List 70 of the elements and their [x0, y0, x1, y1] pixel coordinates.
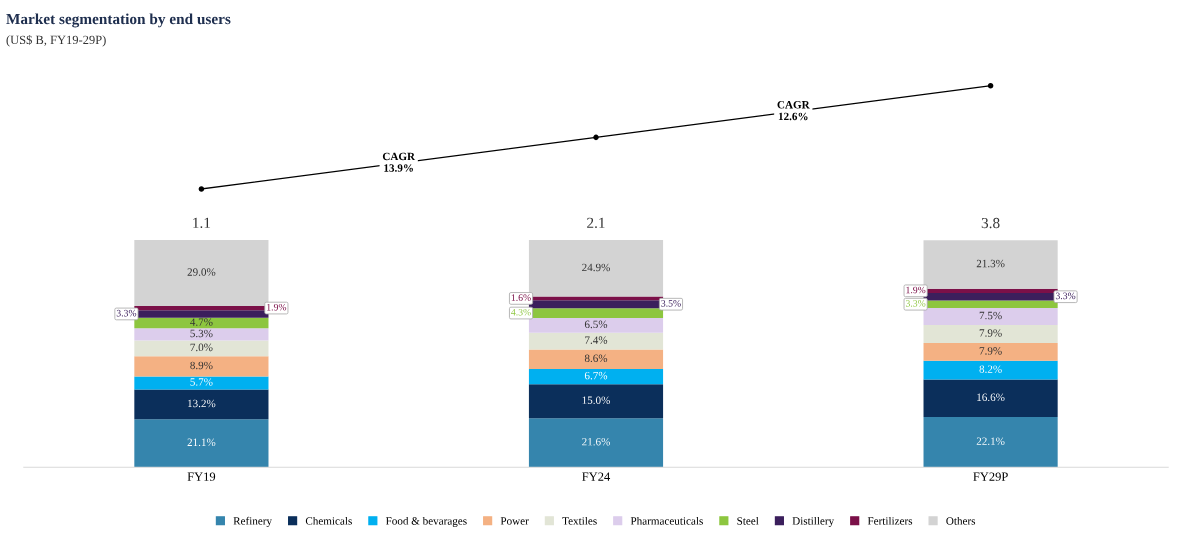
bar — [528, 384, 664, 419]
legend-label: Others — [946, 516, 976, 525]
bar — [923, 417, 1058, 468]
data-label: 21.6% — [582, 437, 610, 446]
data-label: 21.3% — [976, 259, 1005, 268]
data-label: 7.9% — [979, 329, 1002, 337]
bar — [923, 324, 1058, 343]
data-label: 6.7% — [584, 371, 608, 380]
text: CAGR 12.6% — [777, 101, 810, 121]
data-label: 24.9% — [582, 263, 610, 272]
data-label: 7.5% — [979, 311, 1002, 320]
data-label: 1.9% — [906, 286, 926, 294]
data-label: 3.5% — [661, 300, 681, 307]
data-label: 8.6% — [584, 354, 608, 363]
data-label: 7.9% — [979, 347, 1002, 355]
data-label: 7.0% — [190, 343, 213, 352]
text: CAGR 13.9% — [382, 152, 416, 172]
data-label: 1.9% — [267, 303, 287, 311]
x-tick-label: FY29P — [973, 472, 1008, 481]
bar — [134, 376, 269, 390]
bar — [134, 356, 269, 377]
bar — [528, 349, 664, 369]
data-label: 8.9% — [190, 361, 213, 370]
bar — [923, 360, 1058, 380]
annotation: 2.1 — [587, 217, 605, 228]
legend-label: Refinery — [233, 516, 273, 527]
data-label: 5.3% — [190, 329, 213, 338]
legend-label: Textiles — [562, 516, 597, 525]
bar — [134, 389, 269, 420]
legend-label: Distillery — [792, 516, 835, 527]
bar — [134, 340, 269, 357]
legend-label: Steel — [737, 516, 759, 525]
data-label: 22.1% — [976, 437, 1005, 445]
bar — [134, 419, 269, 468]
legend-label: Power — [500, 517, 529, 525]
data-label: 16.6% — [977, 393, 1005, 402]
data-label: 3.3% — [1055, 292, 1076, 300]
data-label: 15.0% — [582, 396, 610, 405]
legend-label: Food & bevarages — [385, 516, 467, 527]
data-label: 3.3% — [116, 309, 137, 317]
data-label: 4.3% — [511, 308, 531, 316]
data-label: 29.0% — [187, 268, 216, 276]
x-tick-label: FY19 — [187, 472, 216, 481]
annotation: 3.8 — [981, 217, 1000, 229]
bar — [528, 332, 664, 350]
x-tick-label: FY24 — [582, 472, 611, 481]
data-label: 4.7% — [190, 318, 213, 326]
bar — [923, 342, 1058, 361]
bar — [528, 317, 664, 333]
data-label: 6.5% — [584, 320, 608, 329]
data-label: 1.6% — [511, 294, 531, 301]
data-label: 7.4% — [585, 336, 608, 344]
bar — [134, 240, 269, 306]
data-label: 3.3% — [905, 300, 926, 307]
bar — [528, 418, 664, 468]
bar — [528, 368, 664, 385]
bar — [923, 379, 1058, 418]
bar — [923, 307, 1058, 325]
chart-title: Market segmentation by end users — [6, 13, 231, 28]
legend-label: Pharmaceuticals — [630, 516, 703, 525]
annotation: 1.1 — [193, 217, 211, 228]
data-label: 8.2% — [979, 365, 1002, 373]
legend-label: Chemicals — [305, 516, 352, 525]
bar — [134, 317, 269, 329]
bar — [134, 328, 269, 341]
data-label: 13.2% — [188, 399, 216, 408]
data-label: 21.1% — [187, 438, 216, 447]
chart-subtitle: (US$ B, FY19-29P) — [6, 34, 106, 47]
legend-label: Fertilizers — [867, 516, 913, 525]
data-label: 5.7% — [190, 378, 213, 386]
